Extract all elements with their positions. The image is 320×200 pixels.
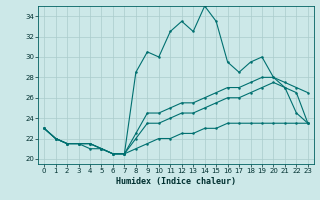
X-axis label: Humidex (Indice chaleur): Humidex (Indice chaleur): [116, 177, 236, 186]
